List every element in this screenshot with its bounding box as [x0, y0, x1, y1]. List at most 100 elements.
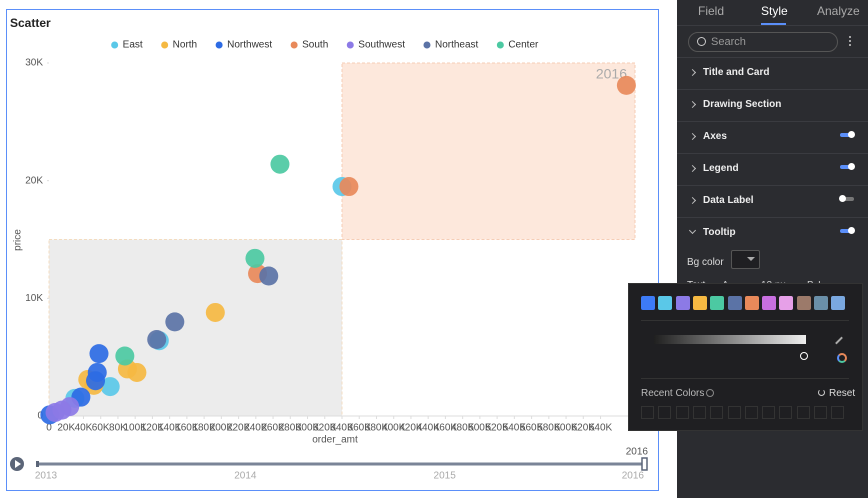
color-swatch[interactable] [675, 296, 690, 310]
dropdown-arrow [747, 257, 755, 265]
recent-slot[interactable] [692, 406, 706, 419]
color-swatch[interactable] [692, 296, 707, 310]
recent-slot[interactable] [675, 406, 689, 419]
y-tick-label: 0 [37, 411, 43, 422]
legend-marker [111, 41, 119, 49]
x-tick-label: 460K [434, 423, 458, 434]
annotation: 2016 [596, 66, 627, 82]
x-tick-label: 540K [503, 423, 527, 434]
recent-colors-label: Recent Colors [641, 388, 705, 399]
color-swatch[interactable] [796, 296, 811, 310]
x-axis-label: order_amt [312, 435, 358, 446]
section-title: Legend [703, 163, 739, 174]
color-handle[interactable] [800, 352, 808, 360]
section-title: Data Label [703, 195, 754, 206]
x-tick-label: 380K [365, 423, 389, 434]
recent-slot[interactable] [658, 406, 672, 419]
color-swatch[interactable] [710, 296, 725, 310]
recent-slot[interactable] [779, 406, 793, 419]
point [147, 330, 167, 350]
x-tick-label: 440K [416, 423, 440, 434]
color-wheel[interactable] [837, 353, 847, 363]
recent-slot[interactable] [710, 406, 724, 419]
x-tick-label: 200K [210, 423, 234, 434]
recent-slot[interactable] [641, 406, 654, 419]
tab[interactable]: Field [698, 4, 725, 18]
section[interactable]: Tooltip [677, 217, 868, 249]
legend-label: South [302, 40, 328, 51]
color-swatch[interactable] [779, 296, 794, 310]
legend-marker [423, 41, 431, 49]
section[interactable]: Data Label [677, 185, 868, 217]
chart-title: Scatter [10, 16, 51, 30]
section-title: Tooltip [703, 227, 736, 238]
toggle[interactable] [840, 163, 855, 170]
timeline-year: 2016 [622, 471, 645, 482]
toggle[interactable] [839, 195, 854, 202]
legend-label: Northwest [227, 40, 272, 51]
bg-color-select[interactable] [731, 250, 760, 269]
recent-slot[interactable] [796, 406, 810, 419]
x-tick-label: 320K [313, 423, 337, 434]
color-swatch[interactable] [762, 296, 777, 310]
x-tick-label: 180K [192, 423, 216, 434]
search-box[interactable]: Search [688, 32, 838, 52]
tab-divider [677, 25, 868, 26]
section[interactable]: Title and Card [677, 57, 868, 89]
point [86, 371, 106, 391]
gray-scale-bar[interactable] [654, 335, 806, 344]
timeline-year: 2013 [35, 471, 58, 482]
tab[interactable]: Style [761, 4, 788, 18]
section[interactable]: Axes [677, 121, 868, 153]
section[interactable]: Drawing Section [677, 89, 868, 121]
point [205, 302, 225, 322]
section[interactable]: Legend [677, 153, 868, 185]
section-title: Axes [703, 131, 727, 142]
x-tick-label: 120K [141, 423, 165, 434]
divider [641, 320, 849, 321]
legend-marker [215, 41, 223, 49]
point [259, 266, 279, 286]
eyedropper[interactable] [835, 336, 843, 345]
x-tick-label: 340K [330, 423, 354, 434]
legend-label: North [173, 40, 197, 51]
y-axis-label: price [13, 229, 24, 251]
x-tick-label: 160K [175, 423, 199, 434]
color-swatch[interactable] [831, 296, 846, 310]
x-tick-label: 420K [399, 423, 423, 434]
recent-slot[interactable] [744, 406, 758, 419]
chevron [688, 164, 697, 173]
toggle[interactable] [840, 227, 855, 234]
legend-marker [346, 41, 354, 49]
x-tick-label: 260K [261, 423, 285, 434]
legend-marker [290, 41, 298, 49]
toggle-knob [839, 195, 846, 202]
chevron [688, 226, 697, 235]
point [100, 377, 120, 397]
tab[interactable]: Analyze [817, 4, 860, 18]
reset-button[interactable]: Reset [829, 388, 856, 399]
x-tick-label: 40K [75, 423, 93, 434]
color-swatch[interactable] [641, 296, 655, 310]
legend-marker [496, 41, 504, 49]
x-tick-label: 80K [109, 423, 127, 434]
recent-slot[interactable] [727, 406, 741, 419]
recent-slot[interactable] [831, 406, 845, 419]
toggle[interactable] [840, 131, 855, 138]
section-title: Title and Card [703, 67, 770, 78]
color-swatch[interactable] [814, 296, 828, 310]
color-swatch[interactable] [658, 296, 673, 310]
point [89, 344, 109, 364]
search-placeholder: Search [711, 36, 746, 48]
legend-marker [161, 41, 169, 49]
more-menu[interactable] [849, 35, 851, 47]
x-tick-label: 240K [244, 423, 268, 434]
color-swatch[interactable] [744, 296, 759, 310]
play-icon [15, 460, 21, 468]
recent-slot[interactable] [762, 406, 776, 419]
legend-label: Northeast [435, 40, 479, 51]
recent-slot[interactable] [814, 406, 827, 419]
color-swatch[interactable] [727, 296, 742, 310]
